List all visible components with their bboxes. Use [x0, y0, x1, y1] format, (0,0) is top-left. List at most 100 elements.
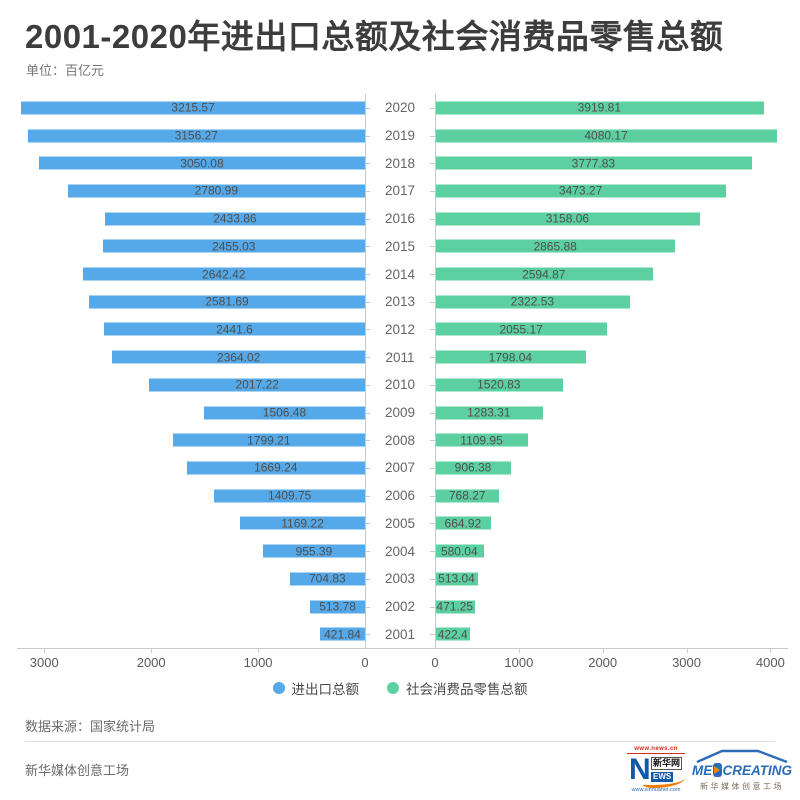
year-label: 2009 [365, 399, 435, 427]
diverging-bar-chart: 3215.57 2020 3919.81 3156.27 2019 4080.17 3050… [17, 94, 788, 674]
axis-tick-label: 2000 [136, 655, 166, 670]
retail-bar-2012: 2055.17 [435, 322, 608, 336]
retail-bar-2005: 664.92 [435, 516, 491, 530]
medcreating-prefix: ME [692, 762, 713, 778]
right-bar-cell: 906.38 [435, 454, 788, 482]
bar-value-label: 2433.86 [213, 211, 257, 226]
bar-value-label: 2364.02 [216, 350, 261, 365]
bar-value-label: 2594.87 [522, 267, 566, 282]
bar-value-label: 3156.27 [174, 128, 218, 143]
bar-value-label: 580.04 [440, 544, 478, 559]
left-bar-cell: 421.84 [17, 620, 365, 648]
year-label: 2001 [365, 620, 435, 648]
right-bar-cell: 768.27 [435, 482, 788, 510]
chart-row: 2441.6 2012 2055.17 [17, 316, 788, 344]
bar-value-label: 2780.99 [194, 183, 239, 198]
import-export-bar-2010: 2017.22 [149, 377, 365, 392]
year-label: 2016 [365, 205, 435, 233]
xinhuanet-logo-mark: N 新华网 EWS [627, 754, 685, 788]
bar-value-label: 2581.69 [205, 294, 249, 309]
left-bar-cell: 2780.99 [17, 177, 365, 205]
chart-row: 2642.42 2014 2594.87 [17, 260, 788, 288]
chart-row: 1669.24 2007 906.38 [17, 454, 788, 482]
import-export-bar-2002: 513.78 [310, 600, 365, 614]
bar-value-label: 1169.22 [281, 516, 324, 531]
left-bar-cell: 2581.69 [17, 288, 365, 316]
retail-bar-2008: 1109.95 [435, 433, 529, 447]
bar-value-label: 1669.24 [254, 460, 298, 475]
bar-value-label: 4080.17 [584, 128, 628, 143]
right-bar-cell: 3919.81 [435, 94, 788, 122]
left-bar-cell: 2017.22 [17, 371, 365, 399]
year-label: 2003 [365, 565, 435, 593]
year-label: 2002 [365, 593, 435, 621]
chart-row: 1169.22 2005 664.92 [17, 510, 788, 538]
import-export-bar-2011: 2364.02 [112, 350, 365, 365]
import-export-bar-2005: 1169.22 [240, 516, 365, 531]
medcreating-roof-icon [696, 749, 788, 763]
import-export-bar-2015: 2455.03 [102, 239, 365, 253]
legend-label: 社会消费品零售总额 [406, 682, 528, 697]
left-bar-cell: 3215.57 [17, 94, 365, 122]
year-label: 2012 [365, 316, 435, 344]
retail-bar-2007: 906.38 [435, 460, 511, 475]
year-label: 2010 [365, 371, 435, 399]
import-export-bar-2020: 3215.57 [21, 100, 365, 115]
right-bar-cell: 1283.31 [435, 399, 788, 427]
retail-bar-2002: 471.25 [435, 600, 475, 614]
bar-value-label: 422.4 [437, 627, 468, 642]
bar-value-label: 1799.21 [247, 433, 291, 448]
xinhuanet-top-url: www.news.cn [627, 745, 685, 754]
axis-tick [258, 649, 260, 653]
year-label: 2020 [365, 94, 435, 122]
right-axis-line [435, 94, 436, 649]
left-bar-cell: 2441.6 [17, 316, 365, 344]
bar-value-label: 3215.57 [171, 100, 215, 115]
import-export-bar-2013: 2581.69 [89, 294, 365, 309]
xinhuanet-bottom-url: www.xinhuanet.com [631, 787, 681, 793]
year-label: 2017 [365, 177, 435, 205]
right-bar-cell: 3777.83 [435, 149, 788, 177]
right-bar-cell: 664.92 [435, 510, 788, 538]
medcreating-logo: ME CREATING 新华媒体创意工场 [692, 748, 792, 792]
right-bar-cell: 3473.27 [435, 177, 788, 205]
year-label: 2013 [365, 288, 435, 316]
year-label: 2011 [365, 343, 435, 371]
retail-bar-2018: 3777.83 [435, 156, 752, 170]
right-bar-cell: 2594.87 [435, 260, 788, 288]
left-bar-cell: 955.39 [17, 537, 365, 565]
medcreating-play-icon [713, 763, 722, 777]
left-bar-cell: 1799.21 [17, 426, 365, 454]
retail-bar-2017: 3473.27 [435, 184, 727, 198]
bar-value-label: 3050.08 [180, 156, 224, 171]
left-bar-cell: 2642.42 [17, 260, 365, 288]
bottom-axis: 3000 2000 1000 0 0 1000 2000 3000 4000 [17, 648, 788, 675]
retail-bar-2020: 3919.81 [435, 101, 764, 115]
bar-value-label: 1283.31 [467, 405, 511, 420]
chart-row: 704.83 2003 513.04 [17, 565, 788, 593]
bar-value-label: 2865.88 [533, 239, 577, 254]
import-export-bar-2001: 421.84 [319, 627, 365, 641]
bar-value-label: 1409.75 [267, 488, 312, 503]
bar-value-label: 906.38 [454, 460, 492, 475]
year-label: 2008 [365, 426, 435, 454]
bar-value-label: 1520.83 [477, 377, 521, 392]
axis-tick [518, 649, 520, 653]
right-bar-cell: 4080.17 [435, 122, 788, 150]
right-bar-cell: 471.25 [435, 593, 788, 621]
retail-bar-2014: 2594.87 [435, 267, 653, 282]
legend-item-1: 社会消费品零售总额 [387, 678, 528, 698]
year-label: 2005 [365, 510, 435, 538]
bar-value-label: 2017.22 [235, 377, 279, 392]
left-bar-cell: 3156.27 [17, 122, 365, 150]
right-bar-cell: 2055.17 [435, 316, 788, 344]
retail-bar-2009: 1283.31 [435, 405, 543, 420]
footer-divider [25, 741, 775, 742]
bar-value-label: 2322.53 [510, 294, 555, 309]
chart-row: 1799.21 2008 1109.95 [17, 426, 788, 454]
import-export-bar-2004: 955.39 [262, 544, 365, 558]
import-export-bar-2007: 1669.24 [186, 460, 365, 475]
axis-tick [686, 649, 688, 653]
right-bar-cell: 3158.06 [435, 205, 788, 233]
